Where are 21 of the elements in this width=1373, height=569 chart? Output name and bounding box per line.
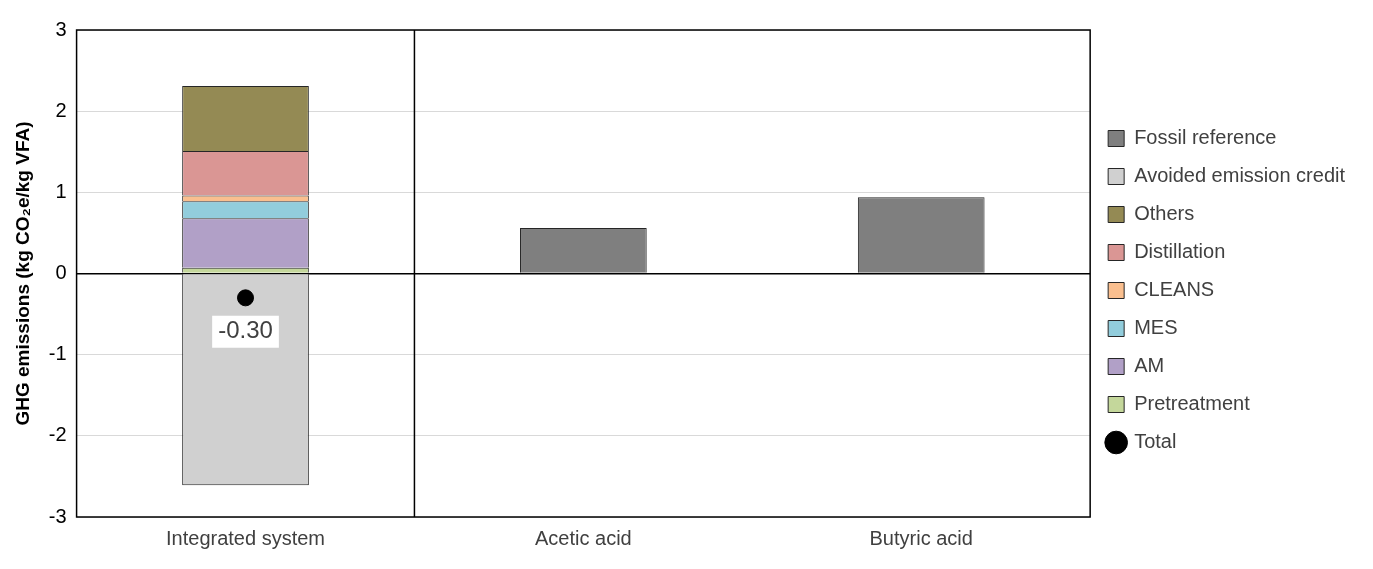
- legend-label: AM: [1134, 354, 1165, 377]
- legend-label: Distillation: [1134, 240, 1226, 263]
- y-tick-label: -2: [48, 423, 67, 446]
- x-tick-label: Acetic acid: [535, 526, 632, 549]
- legend-label: Total: [1134, 430, 1177, 453]
- x-tick-label: Integrated system: [166, 526, 325, 549]
- legend-label: Avoided emission credit: [1134, 164, 1346, 187]
- y-tick-label: 0: [55, 261, 67, 284]
- legend-label: Others: [1134, 202, 1195, 225]
- y-axis-title: GHG emissions (kg CO₂e/kg VFA): [11, 121, 33, 426]
- legend-label: Pretreatment: [1134, 392, 1251, 415]
- y-tick-label: -3: [48, 504, 67, 527]
- x-tick-label: Butyric acid: [869, 526, 973, 549]
- y-tick-label: 3: [55, 17, 67, 40]
- y-tick-label: 2: [55, 98, 67, 121]
- data-label: -0.30: [218, 316, 273, 344]
- y-tick-label: 1: [55, 179, 67, 202]
- y-tick-label: -1: [48, 342, 67, 365]
- legend-label: MES: [1134, 316, 1178, 339]
- legend-label: CLEANS: [1134, 278, 1215, 301]
- legend-label: Fossil reference: [1134, 126, 1277, 149]
